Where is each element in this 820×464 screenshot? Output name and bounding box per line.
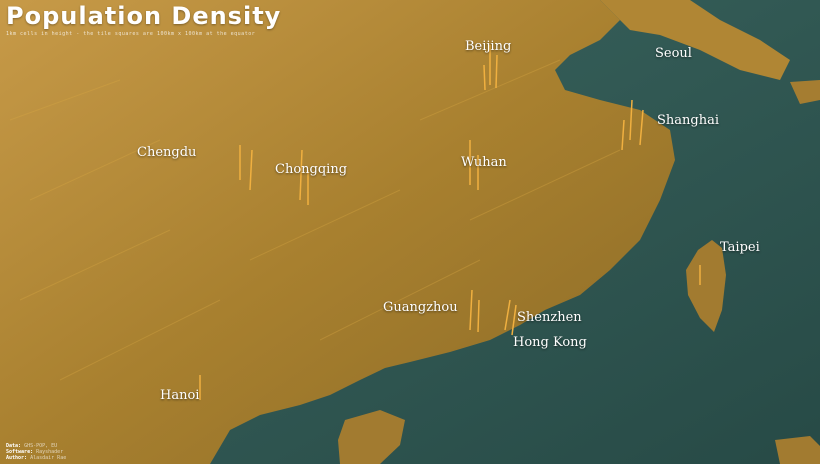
streak-texture bbox=[9, 59, 621, 381]
japan-landmass bbox=[790, 80, 820, 104]
city-label-seoul: Seoul bbox=[655, 46, 692, 61]
credit-author-value: Alasdair Rae bbox=[30, 455, 67, 461]
city-label-chengdu: Chengdu bbox=[137, 145, 197, 160]
city-label-taipei: Taipei bbox=[720, 240, 760, 255]
city-label-hanoi: Hanoi bbox=[160, 388, 200, 403]
city-label-shenzhen: Shenzhen bbox=[517, 310, 582, 325]
hainan-landmass bbox=[338, 410, 405, 464]
island-east bbox=[775, 436, 820, 464]
credit-data-label: Data: bbox=[6, 443, 22, 449]
map-title: Population Density bbox=[6, 2, 282, 30]
map-subtitle: 1km cells in height - the tile squares a… bbox=[6, 31, 256, 37]
city-label-wuhan: Wuhan bbox=[461, 155, 507, 170]
credit-author-label: Author: bbox=[6, 455, 28, 461]
credit-software-label: Software: bbox=[6, 449, 34, 455]
city-label-beijing: Beijing bbox=[465, 39, 512, 54]
korea-landmass bbox=[600, 0, 790, 80]
city-label-guangzhou: Guangzhou bbox=[383, 300, 458, 315]
credit-software-value: Rayshader bbox=[36, 449, 64, 455]
taiwan-landmass bbox=[686, 240, 726, 332]
city-label-shanghai: Shanghai bbox=[657, 113, 720, 128]
credit-data-value: GHS-POP, EU bbox=[24, 443, 58, 449]
credits: Data: GHS-POP, EU Software: Rayshader Au… bbox=[6, 443, 66, 461]
city-label-chongqing: Chongqing bbox=[275, 162, 348, 177]
mainland-landmass bbox=[0, 0, 675, 464]
city-label-hong-kong: Hong Kong bbox=[513, 335, 587, 350]
population-spikes bbox=[199, 45, 701, 400]
